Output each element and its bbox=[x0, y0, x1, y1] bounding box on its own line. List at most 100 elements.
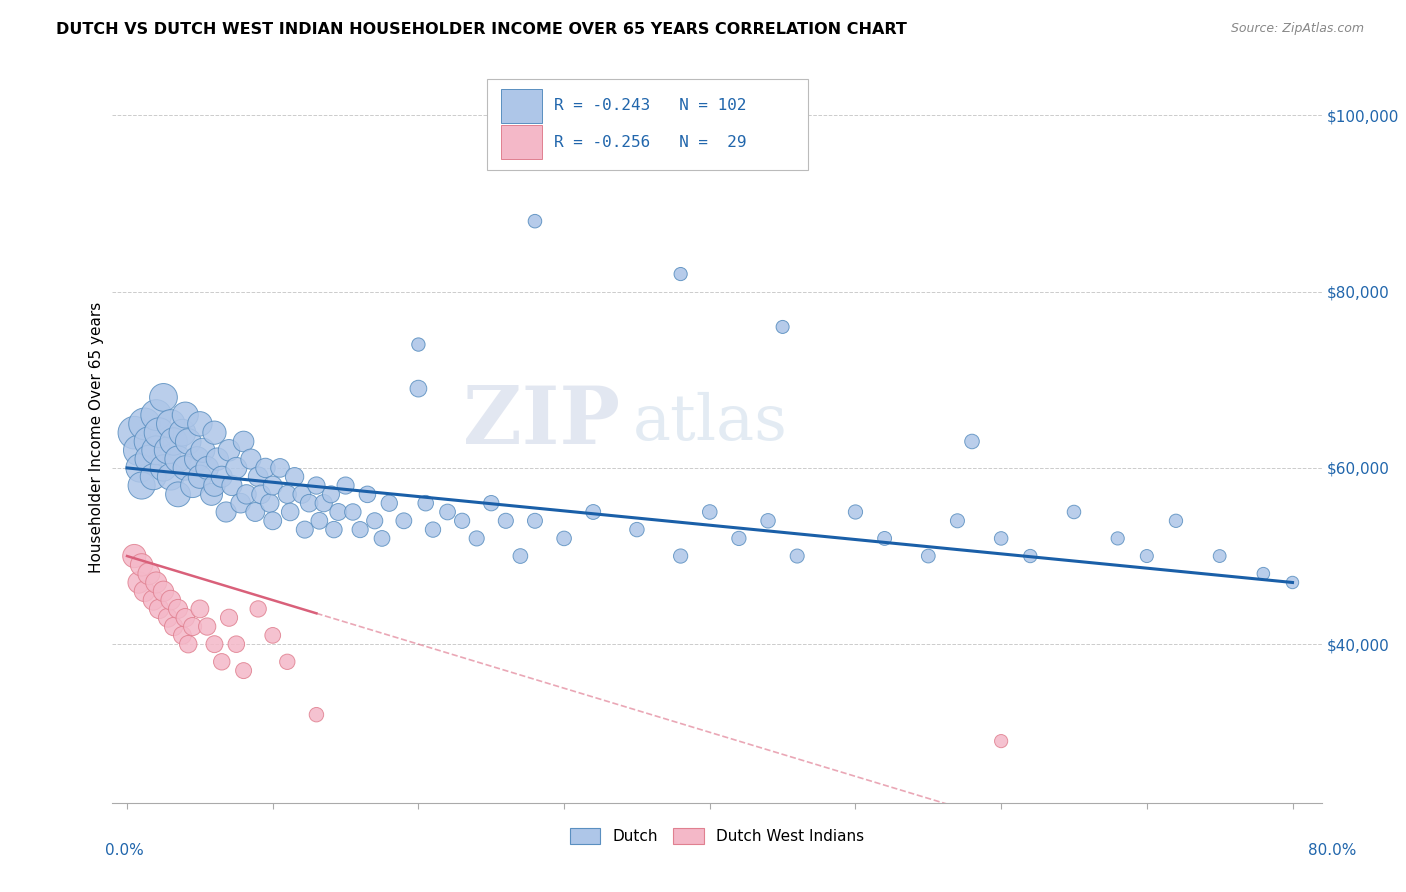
Point bbox=[148, 602, 170, 616]
Point bbox=[1281, 575, 1303, 590]
Point bbox=[322, 523, 344, 537]
Point bbox=[1063, 505, 1085, 519]
Point bbox=[990, 734, 1012, 748]
Point bbox=[156, 443, 179, 458]
Point bbox=[211, 655, 233, 669]
Point bbox=[990, 532, 1012, 546]
Point bbox=[305, 707, 328, 722]
Point bbox=[669, 549, 692, 563]
Point bbox=[728, 532, 751, 546]
Point bbox=[254, 461, 277, 475]
Point bbox=[174, 461, 197, 475]
Point bbox=[131, 558, 153, 572]
Point bbox=[152, 391, 174, 405]
Point bbox=[509, 549, 531, 563]
Point bbox=[451, 514, 474, 528]
Point bbox=[1107, 532, 1129, 546]
Point bbox=[167, 452, 190, 467]
Point bbox=[188, 417, 211, 431]
Point bbox=[495, 514, 517, 528]
Point bbox=[163, 619, 186, 633]
Point bbox=[200, 487, 222, 501]
Point bbox=[553, 532, 575, 546]
Point bbox=[960, 434, 983, 449]
Point bbox=[392, 514, 415, 528]
Point bbox=[167, 487, 190, 501]
Point bbox=[204, 478, 226, 492]
Point bbox=[131, 478, 153, 492]
Text: ZIP: ZIP bbox=[464, 384, 620, 461]
Point bbox=[250, 487, 273, 501]
Point bbox=[181, 478, 204, 492]
Point bbox=[844, 505, 866, 519]
Point bbox=[308, 514, 330, 528]
Point bbox=[188, 469, 211, 483]
Point bbox=[239, 452, 262, 467]
Point bbox=[408, 382, 430, 396]
Legend: Dutch, Dutch West Indians: Dutch, Dutch West Indians bbox=[564, 822, 870, 850]
FancyBboxPatch shape bbox=[501, 126, 541, 159]
Point bbox=[232, 434, 254, 449]
Point bbox=[138, 452, 160, 467]
Point bbox=[479, 496, 502, 510]
Point bbox=[269, 461, 291, 475]
Point bbox=[191, 443, 214, 458]
Point bbox=[232, 664, 254, 678]
Point bbox=[378, 496, 401, 510]
Point bbox=[172, 628, 194, 642]
Point bbox=[142, 469, 165, 483]
Point bbox=[342, 505, 364, 519]
Point bbox=[207, 452, 229, 467]
Point bbox=[328, 505, 350, 519]
Point bbox=[167, 602, 190, 616]
Point bbox=[152, 461, 174, 475]
Point bbox=[215, 505, 238, 519]
Point bbox=[134, 417, 156, 431]
Text: atlas: atlas bbox=[633, 392, 787, 453]
Point bbox=[172, 425, 194, 440]
Point bbox=[946, 514, 969, 528]
Point bbox=[128, 575, 150, 590]
Point bbox=[786, 549, 808, 563]
Point bbox=[145, 575, 167, 590]
Point bbox=[225, 637, 247, 651]
Point bbox=[181, 619, 204, 633]
Point bbox=[204, 637, 226, 651]
FancyBboxPatch shape bbox=[501, 89, 541, 122]
Point bbox=[1019, 549, 1042, 563]
Point bbox=[163, 434, 186, 449]
Text: R = -0.243   N = 102: R = -0.243 N = 102 bbox=[554, 98, 747, 113]
Point bbox=[124, 425, 146, 440]
Point bbox=[291, 487, 314, 501]
Point bbox=[262, 478, 284, 492]
Point bbox=[756, 514, 779, 528]
Point bbox=[218, 443, 240, 458]
Point bbox=[298, 496, 321, 510]
Point bbox=[174, 611, 197, 625]
Point bbox=[669, 267, 692, 281]
Point bbox=[312, 496, 335, 510]
Point bbox=[364, 514, 387, 528]
Point bbox=[188, 602, 211, 616]
FancyBboxPatch shape bbox=[488, 78, 807, 170]
Point bbox=[259, 496, 281, 510]
Point bbox=[177, 434, 200, 449]
Point bbox=[278, 505, 301, 519]
Point bbox=[221, 478, 243, 492]
Point bbox=[152, 584, 174, 599]
Point bbox=[319, 487, 342, 501]
Point bbox=[1208, 549, 1230, 563]
Point bbox=[276, 487, 298, 501]
Point bbox=[349, 523, 371, 537]
Point bbox=[174, 408, 197, 422]
Text: 80.0%: 80.0% bbox=[1309, 843, 1357, 858]
Y-axis label: Householder Income Over 65 years: Householder Income Over 65 years bbox=[89, 301, 104, 573]
Point bbox=[159, 469, 181, 483]
Point bbox=[422, 523, 444, 537]
Point bbox=[156, 611, 179, 625]
Point bbox=[128, 443, 150, 458]
Point bbox=[276, 655, 298, 669]
Point bbox=[294, 523, 316, 537]
Point bbox=[335, 478, 357, 492]
Point bbox=[195, 461, 218, 475]
